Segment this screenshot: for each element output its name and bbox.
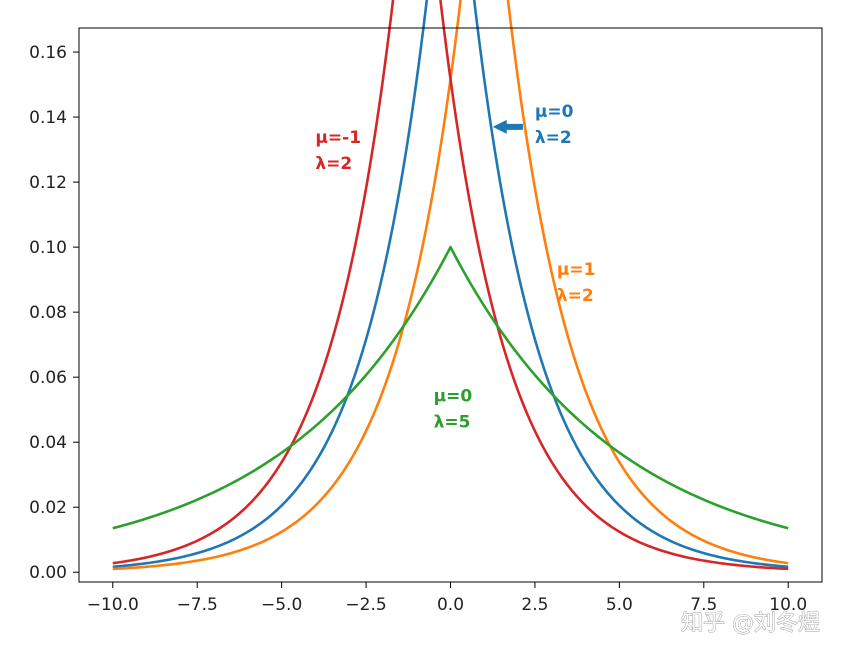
x-tick-label: 7.5 <box>690 595 717 615</box>
annotation-mu-label: μ=0 <box>434 387 473 407</box>
annotation-arrow-head <box>492 119 507 134</box>
x-tick-label: 0.0 <box>437 595 464 615</box>
series-line-0 <box>112 0 789 569</box>
x-tick-label: 5.0 <box>606 595 633 615</box>
annotation-mu-label: μ=-1 <box>315 128 361 148</box>
plot-area <box>79 28 822 582</box>
y-tick-label: 0.16 <box>29 43 67 63</box>
y-axis: 0.00 0.02 0.04 0.06 0.08 0.10 0.12 0.14 0.16 <box>29 43 79 583</box>
y-tick-label: 0.10 <box>29 238 67 258</box>
x-axis: −10.0 −7.5 −5.0 −2.5 0.0 2.5 5.0 7.5 10.0 <box>87 582 807 615</box>
x-tick-label: −5.0 <box>261 595 302 615</box>
x-tick-label: −2.5 <box>345 595 386 615</box>
annotation-lambda-label: λ=2 <box>557 286 594 306</box>
annotation-layer: μ=0 λ=2 μ=-1 λ=2 μ=1 λ=2 μ=0 λ=5 <box>315 102 595 432</box>
y-tick-label: 0.08 <box>29 303 67 323</box>
annotation-mu-label: μ=1 <box>557 260 596 280</box>
y-tick-label: 0.12 <box>29 173 67 193</box>
annotation-lambda-label: λ=2 <box>315 154 352 174</box>
y-tick-label: 0.00 <box>29 563 67 583</box>
x-tick-label: 2.5 <box>521 595 548 615</box>
y-tick-label: 0.02 <box>29 498 67 518</box>
y-tick-label: 0.06 <box>29 368 67 388</box>
series-line-3 <box>112 245 789 530</box>
annotation-mu-label: μ=0 <box>535 102 574 122</box>
x-tick-label: −7.5 <box>177 595 218 615</box>
annotation-lambda-label: λ=2 <box>535 128 572 148</box>
watermark: 知乎 @刘冬煜 <box>681 611 820 636</box>
annotation-lambda-label: λ=5 <box>434 413 471 433</box>
x-tick-label: 10.0 <box>769 595 807 615</box>
series-layer <box>112 0 789 571</box>
series-line-2 <box>112 0 789 571</box>
x-tick-label: −10.0 <box>87 595 139 615</box>
y-tick-label: 0.14 <box>29 108 67 128</box>
y-tick-label: 0.04 <box>29 433 67 453</box>
